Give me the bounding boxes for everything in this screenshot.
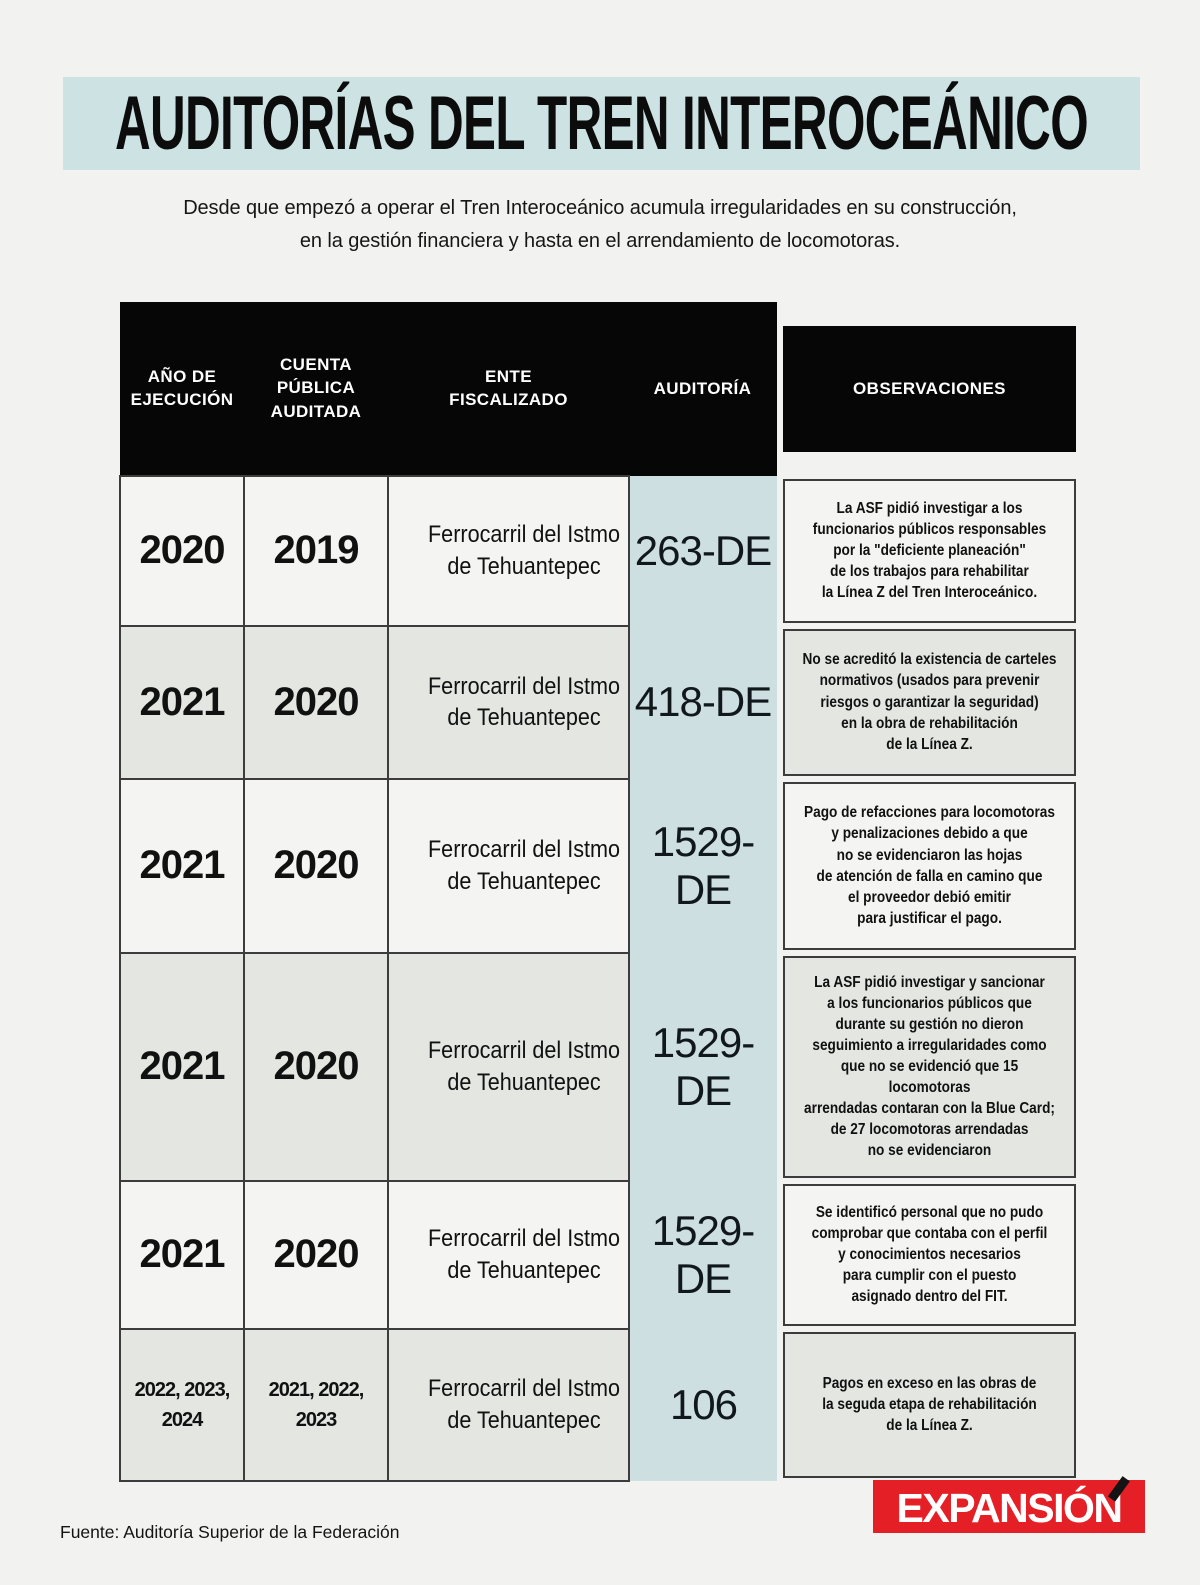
cell-observaciones: La ASF pidió investigar y sancionar a lo… (777, 953, 1076, 1181)
table-row: 2021 2020 Ferrocarril del Istmo de Tehua… (119, 1179, 1076, 1330)
cell-ente: Ferrocarril del Istmo de Tehuantepec (387, 777, 630, 954)
observation-text: La ASF pidió investigar y sancionar a lo… (804, 973, 1055, 1160)
table-header-row: AÑO DE EJECUCIÓN CUENTA PÚBLICA AUDITADA… (120, 302, 1076, 476)
cell-observaciones: Pago de refacciones para locomotoras y p… (777, 779, 1076, 953)
cell-auditoria: 106 (629, 1328, 777, 1481)
cell-auditoria: 1529-DE (629, 1180, 777, 1329)
table-row: 2021 2020 Ferrocarril del Istmo de Tehua… (119, 777, 1076, 954)
table-row: 2020 2019 Ferrocarril del Istmo de Tehua… (119, 474, 1076, 627)
cell-auditoria: 418-DE (629, 625, 777, 779)
ente-text: Ferrocarril del Istmo de Tehuantepec (427, 1225, 621, 1284)
observation-box: Pago de refacciones para locomotoras y p… (783, 781, 1076, 950)
cell-ano: 2021 (119, 1179, 245, 1330)
ente-text: Ferrocarril del Istmo de Tehuantepec (427, 836, 621, 895)
cell-ano: 2022, 2023, 2024 (119, 1327, 245, 1482)
page-title: AUDITORÍAS DEL TREN INTEROCEÁNICO (114, 81, 1089, 166)
cell-ano: 2021 (119, 624, 245, 780)
column-header-ente: ENTE FISCALIZADO (388, 302, 629, 476)
column-header-observaciones: OBSERVACIONES (777, 302, 1076, 476)
observation-text: Pago de refacciones para locomotoras y p… (804, 804, 1055, 927)
column-header-cuenta: CUENTA PÚBLICA AUDITADA (244, 302, 388, 476)
table-row: 2021 2020 Ferrocarril del Istmo de Tehua… (119, 951, 1076, 1182)
column-header-observaciones-box: OBSERVACIONES (783, 325, 1076, 452)
cell-ano: 2021 (119, 951, 245, 1182)
title-band: AUDITORÍAS DEL TREN INTEROCEÁNICO (63, 77, 1140, 170)
observation-text: La ASF pidió investigar a los funcionari… (812, 499, 1047, 602)
table-row: 2022, 2023, 2024 2021, 2022, 2023 Ferroc… (119, 1327, 1076, 1482)
observation-box: Se identificó personal que no pudo compr… (783, 1183, 1076, 1326)
cell-cuenta: 2020 (243, 624, 389, 780)
cell-observaciones: Se identificó personal que no pudo compr… (777, 1181, 1076, 1329)
cell-observaciones: La ASF pidió investigar a los funcionari… (777, 476, 1076, 626)
column-header-auditoria: AUDITORÍA (629, 302, 777, 476)
cell-observaciones: No se acreditó la existencia de carteles… (777, 626, 1076, 779)
observation-box: La ASF pidió investigar a los funcionari… (783, 478, 1076, 623)
cell-auditoria: 1529-DE (629, 778, 777, 953)
audit-table: AÑO DE EJECUCIÓN CUENTA PÚBLICA AUDITADA… (119, 302, 1077, 1482)
cell-cuenta: 2020 (243, 951, 389, 1182)
cell-auditoria: 263-DE (629, 475, 777, 626)
observation-text: No se acreditó la existencia de carteles… (802, 651, 1057, 753)
observation-text: Se identificó personal que no pudo compr… (811, 1203, 1048, 1306)
ente-text: Ferrocarril del Istmo de Tehuantepec (427, 521, 621, 580)
cell-ente: Ferrocarril del Istmo de Tehuantepec (387, 1179, 630, 1330)
column-header-ano: AÑO DE EJECUCIÓN (120, 302, 244, 476)
cell-ano: 2020 (119, 474, 245, 627)
subtitle-line-2: en la gestión financiera y hasta en el a… (299, 230, 901, 252)
ente-text: Ferrocarril del Istmo de Tehuantepec (427, 672, 621, 732)
observation-box: Pagos en exceso en las obras de la segud… (783, 1331, 1076, 1478)
cell-observaciones: Pagos en exceso en las obras de la segud… (777, 1329, 1076, 1481)
source-text: Fuente: Auditoría Superior de la Federac… (60, 1522, 400, 1542)
ente-text: Ferrocarril del Istmo de Tehuantepec (427, 1037, 621, 1096)
expansion-logo-text: EXPANSIÓN (896, 1485, 1123, 1531)
cell-ente: Ferrocarril del Istmo de Tehuantepec (387, 624, 630, 780)
observation-box: La ASF pidió investigar y sancionar a lo… (783, 955, 1076, 1178)
cell-ente: Ferrocarril del Istmo de Tehuantepec (387, 1327, 630, 1482)
subtitle-line-1: Desde que empezó a operar el Tren Intero… (183, 197, 1017, 219)
cell-cuenta: 2019 (243, 474, 389, 627)
cell-auditoria: 1529-DE (629, 952, 777, 1181)
ente-text: Ferrocarril del Istmo de Tehuantepec (427, 1375, 621, 1434)
cell-cuenta: 2020 (243, 1179, 389, 1330)
cell-ente: Ferrocarril del Istmo de Tehuantepec (387, 951, 630, 1182)
table-row: 2021 2020 Ferrocarril del Istmo de Tehua… (119, 624, 1076, 780)
subtitle: Desde que empezó a operar el Tren Intero… (0, 192, 1200, 258)
cell-cuenta: 2021, 2022, 2023 (243, 1327, 389, 1482)
observation-box: No se acreditó la existencia de carteles… (783, 628, 1076, 776)
observation-text: Pagos en exceso en las obras de la segud… (822, 1374, 1037, 1435)
expansion-logo: EXPANSIÓN (873, 1476, 1145, 1533)
cell-ano: 2021 (119, 777, 245, 954)
cell-ente: Ferrocarril del Istmo de Tehuantepec (387, 474, 630, 627)
cell-cuenta: 2020 (243, 777, 389, 954)
